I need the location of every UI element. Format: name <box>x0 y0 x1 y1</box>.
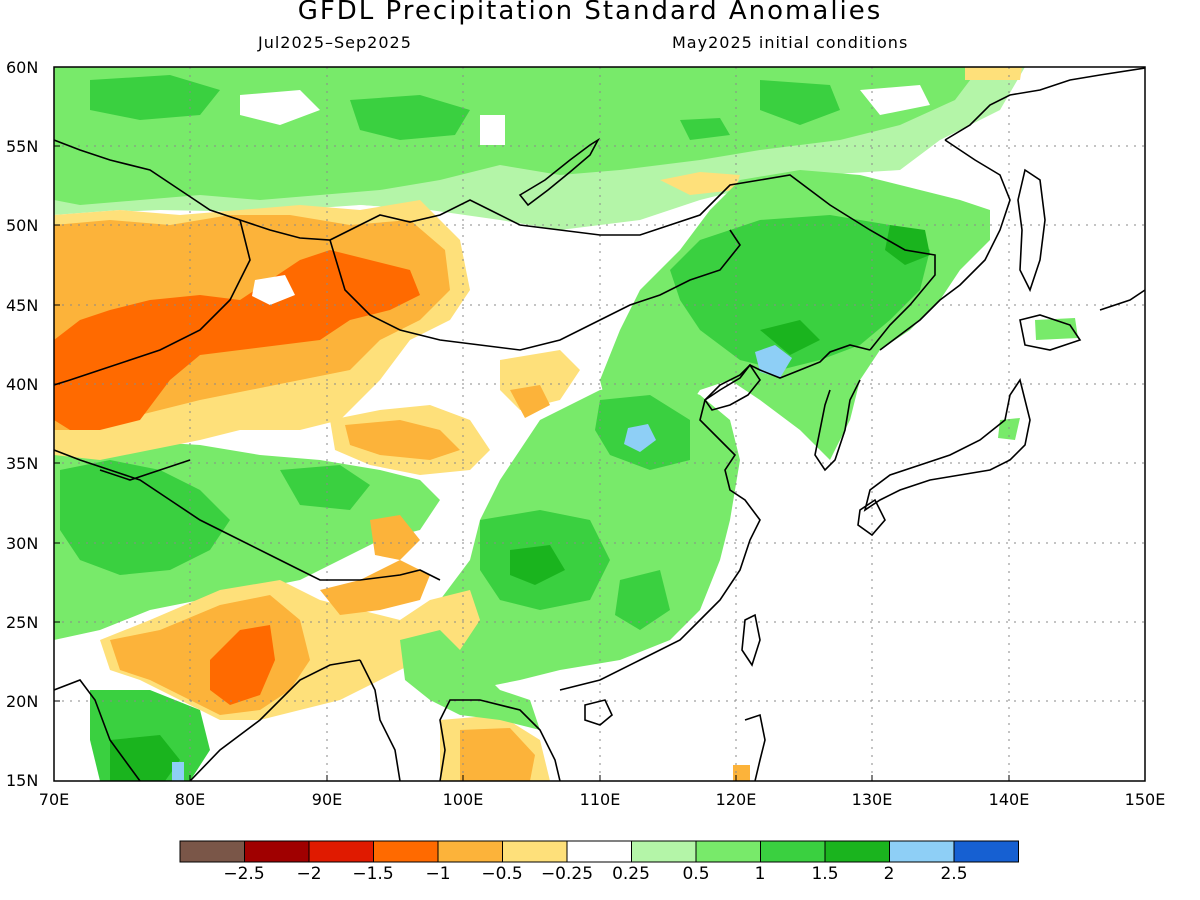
coast-india <box>54 679 141 781</box>
coast-sakhalin <box>1017 168 1046 293</box>
colorbar-label: −0.5 <box>481 864 523 884</box>
colorbar-label: 0.5 <box>682 864 710 884</box>
colorbar-label: −1.5 <box>352 864 394 884</box>
coast-korea <box>814 379 861 472</box>
anomaly-dark-orange-india <box>210 625 275 705</box>
lat-label: 20N <box>6 692 39 711</box>
colorbar-swatch <box>631 840 697 863</box>
anomaly-blue-india <box>172 762 184 781</box>
lat-label: 50N <box>6 216 39 235</box>
lat-label: 30N <box>6 534 39 553</box>
colorbar-label: −2 <box>296 864 322 884</box>
colorbar-label: −1 <box>425 864 451 884</box>
colorbar-swatch <box>953 840 1019 863</box>
lon-label: 150E <box>1124 790 1166 809</box>
anomaly-yellow-north <box>660 67 1022 195</box>
lat-label: 60N <box>6 58 39 77</box>
border-mongolia-china <box>329 229 741 351</box>
coast-philippines <box>744 713 766 781</box>
lake-baikal <box>518 137 601 207</box>
colorbar-label: 2 <box>883 864 895 884</box>
colorbar-label: 0.25 <box>612 864 650 884</box>
anomaly-mid-green-west <box>60 460 370 575</box>
anomaly-green-japan <box>998 318 1078 440</box>
lat-label: 15N <box>6 771 39 790</box>
lon-label: 130E <box>851 790 893 809</box>
anomaly-white-central-asia <box>252 275 295 305</box>
anomaly-orange-central-china <box>345 385 550 460</box>
anomaly-dark-green-south-china <box>510 545 565 585</box>
coast-hainan <box>584 699 613 726</box>
coastlines-and-borders <box>54 67 1145 781</box>
colorbar-swatch <box>437 840 503 863</box>
coast-south-china <box>559 344 871 691</box>
forecast-period: Jul2025–Sep2025 <box>258 33 412 52</box>
coast-japan-kyushu <box>857 498 886 537</box>
colorbar-swatch <box>889 840 955 863</box>
axis-ticks <box>54 145 1010 781</box>
colorbar <box>179 840 1019 863</box>
coast-far-east <box>944 67 1145 141</box>
anomaly-dark-orange-central-asia <box>54 250 420 430</box>
anomaly-mid-green-northeast <box>670 215 930 370</box>
lon-label: 140E <box>988 790 1030 809</box>
colorbar-label: 2.5 <box>940 864 968 884</box>
border-north <box>54 139 936 351</box>
colorbar-swatch <box>695 840 761 863</box>
colorbar-label: 1.5 <box>811 864 839 884</box>
anomaly-orange-luzon <box>733 765 750 781</box>
colorbar-label: 1 <box>754 864 766 884</box>
lat-label: 25N <box>6 613 39 632</box>
anomaly-white-north-patches <box>240 85 930 145</box>
lat-label: 40N <box>6 375 39 394</box>
colorbar-swatch <box>308 840 374 863</box>
lon-label: 110E <box>579 790 621 809</box>
coast-okhotsk <box>879 139 1011 351</box>
colorbar-swatch <box>566 840 632 863</box>
lon-label: 100E <box>442 790 484 809</box>
colorbar-swatch <box>179 840 245 863</box>
border-tibet <box>99 459 191 481</box>
lon-label: 80E <box>174 790 206 809</box>
coast-bohai <box>703 363 761 411</box>
anomaly-orange-indochina <box>460 728 535 781</box>
lat-label: 45N <box>6 296 39 315</box>
anomaly-orange-india <box>110 515 430 715</box>
lat-label: 55N <box>6 137 39 156</box>
colorbar-swatch <box>760 840 826 863</box>
anomaly-dark-green-india <box>110 735 180 781</box>
anomaly-mid-green-north <box>90 75 840 140</box>
coast-bengal <box>189 659 361 781</box>
anomaly-field <box>54 67 1145 781</box>
coast-indochina <box>439 699 561 781</box>
border-kazakhstan <box>54 219 251 386</box>
lon-label: 70E <box>38 790 70 809</box>
colorbar-label: −0.25 <box>540 864 594 884</box>
lat-label: 35N <box>6 454 39 473</box>
lon-label: 90E <box>311 790 343 809</box>
lon-label: 120E <box>715 790 757 809</box>
anomaly-blue-central-china <box>624 424 656 452</box>
colorbar-swatch <box>373 840 439 863</box>
anomaly-dark-green-northeast <box>760 225 930 355</box>
coast-japan-honshu <box>863 378 1031 512</box>
colorbar-label: −2.5 <box>223 864 265 884</box>
coast-taiwan <box>741 613 761 667</box>
colorbar-swatch <box>244 840 310 863</box>
coast-japan-hokkaido <box>1019 314 1082 351</box>
initial-conditions: May2025 initial conditions <box>672 33 909 52</box>
map-title: GFDL Precipitation Standard Anomalies <box>297 0 883 26</box>
coast-myanmar <box>359 659 401 781</box>
coast-kamchatka <box>1099 289 1145 311</box>
colorbar-swatch <box>824 840 890 863</box>
anomaly-blue-bohai <box>755 345 792 378</box>
colorbar-swatch <box>502 840 568 863</box>
anomaly-green-indochina <box>400 630 540 730</box>
border-himalaya <box>54 449 441 581</box>
